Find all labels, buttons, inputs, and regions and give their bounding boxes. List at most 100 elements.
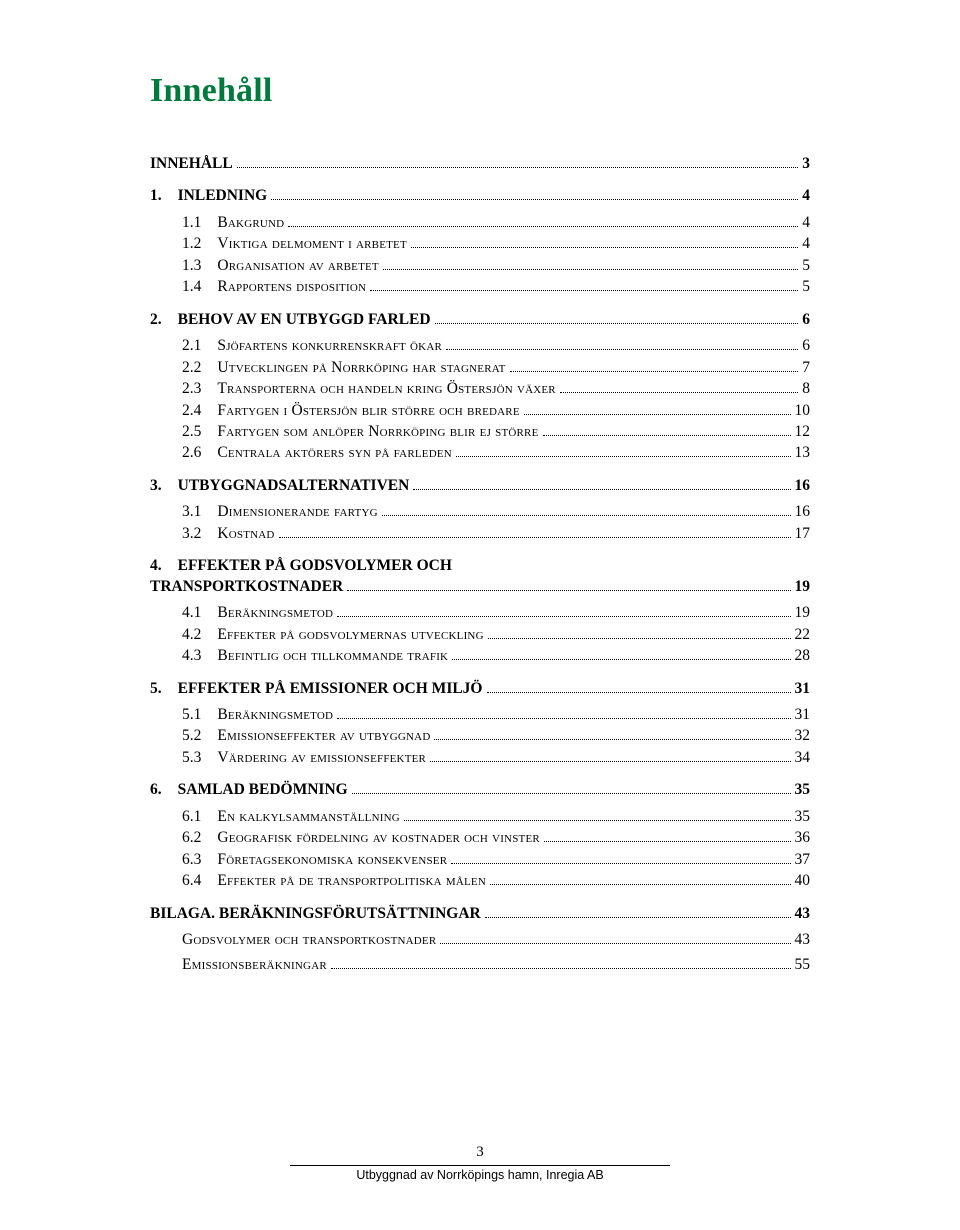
toc-leader	[446, 339, 798, 350]
toc-page: 5	[802, 256, 810, 276]
toc-entry-appendix: Emissionsberäkningar55	[150, 955, 810, 975]
toc-label: Beräkningsmetod	[217, 705, 333, 725]
toc-label: INNEHÅLL	[150, 154, 233, 174]
toc-entry-h2: 2.5Fartygen som anlöper Norrköping blir …	[150, 422, 810, 442]
toc-page: 4	[802, 234, 810, 254]
toc-entry-h2: 2.4 Fartygen i Östersjön blir större och …	[150, 401, 810, 421]
toc-number: 2.6	[182, 443, 201, 463]
toc-page: 36	[795, 828, 811, 848]
toc-entry-h2: 2.6 Centrala aktörers syn på farleden 13	[150, 443, 810, 463]
toc-entry-h1: BILAGA. BERÄKNINGSFÖRUTSÄTTNINGAR43	[150, 904, 810, 924]
toc-label: EFFEKTER PÅ GODSVOLYMER OCH	[178, 556, 452, 576]
table-of-contents: INNEHÅLL31.INLEDNING41.1Bakgrund41.2Vikt…	[150, 154, 810, 975]
toc-page: 16	[795, 502, 811, 522]
toc-entry-h2: 6.1En kalkylsammanställning35	[150, 807, 810, 827]
toc-leader	[337, 708, 790, 719]
toc-entry-h2: 6.2Geografisk fördelning av kostnader oc…	[150, 828, 810, 848]
toc-page: 35	[795, 780, 811, 800]
toc-label: Befintlig och tillkommande trafik	[217, 646, 448, 666]
toc-number: 6.4	[182, 871, 201, 891]
toc-label: Beräkningsmetod	[217, 603, 333, 623]
toc-label: Organisation av arbetet	[217, 256, 378, 276]
toc-entry-h2: 2.2 Utvecklingen på Norrköping har stagne…	[150, 358, 810, 378]
toc-label: Sjöfartens konkurrenskraft ökar	[217, 336, 442, 356]
toc-number: 1.3	[182, 256, 201, 276]
toc-label: Centrala aktörers syn på farleden	[217, 443, 452, 463]
toc-number: 2.2	[182, 358, 201, 378]
toc-number: 1.	[150, 186, 162, 206]
toc-page: 19	[795, 603, 811, 623]
toc-leader	[352, 783, 791, 794]
page-footer: 3 Utbyggnad av Norrköpings hamn, Inregia…	[0, 1144, 960, 1184]
toc-leader	[510, 360, 799, 371]
toc-leader	[490, 874, 791, 885]
toc-entry-h1: INNEHÅLL3	[150, 154, 810, 174]
toc-number: 6.3	[182, 850, 201, 870]
footer-text: Utbyggnad av Norrköpings hamn, Inregia A…	[290, 1165, 670, 1182]
footer-page-number: 3	[0, 1144, 960, 1161]
toc-page: 8	[802, 379, 810, 399]
toc-label: Kostnad	[217, 524, 274, 544]
toc-label: Godsvolymer och transportkostnader	[182, 930, 436, 950]
toc-leader	[288, 216, 798, 227]
toc-page: 5	[802, 277, 810, 297]
toc-label: Transporterna och handeln kring Östersjö…	[217, 379, 555, 399]
toc-entry-h1: 3.UTBYGGNADSALTERNATIVEN16	[150, 476, 810, 496]
toc-number: 5.3	[182, 748, 201, 768]
toc-page: 6	[802, 310, 810, 330]
toc-entry-h2: 5.2Emissionseffekter av utbyggnad32	[150, 726, 810, 746]
toc-leader	[331, 957, 791, 968]
toc-number: 5.1	[182, 705, 201, 725]
toc-page: 4	[802, 186, 810, 206]
toc-page: 43	[795, 904, 811, 924]
toc-page: 13	[795, 443, 811, 463]
toc-label: TRANSPORTKOSTNADER	[150, 577, 343, 597]
toc-entry-h2: 6.4Effekter på de transportpolitiska mål…	[150, 871, 810, 891]
toc-number: 4.	[150, 556, 162, 576]
toc-leader	[560, 382, 798, 393]
toc-entry-h1: 6.SAMLAD BEDÖMNING35	[150, 780, 810, 800]
toc-page: 7	[802, 358, 810, 378]
toc-leader	[337, 606, 790, 617]
toc-number: 2.3	[182, 379, 201, 399]
toc-label: UTBYGGNADSALTERNATIVEN	[178, 476, 410, 496]
toc-leader	[485, 906, 791, 917]
toc-label: INLEDNING	[178, 186, 268, 206]
toc-entry-h2: 2.3 Transporterna och handeln kring Öster…	[150, 379, 810, 399]
toc-leader	[370, 280, 798, 291]
toc-page: 12	[795, 422, 811, 442]
toc-label: Rapportens disposition	[217, 277, 366, 297]
toc-label: Emissionseffekter av utbyggnad	[217, 726, 430, 746]
toc-label: Värdering av emissionseffekter	[217, 748, 426, 768]
toc-entry-h2: 1.2Viktiga delmoment i arbetet4	[150, 234, 810, 254]
toc-leader	[451, 853, 790, 864]
toc-leader	[435, 313, 799, 324]
toc-page: 6	[802, 336, 810, 356]
toc-page: 4	[802, 213, 810, 233]
toc-entry-h1: 4. EFFEKTER PÅ GODSVOLYMER OCH	[150, 556, 810, 576]
toc-leader	[382, 505, 791, 516]
toc-leader	[237, 157, 799, 168]
toc-number: 6.	[150, 780, 162, 800]
toc-entry-h2: 4.1Beräkningsmetod19	[150, 603, 810, 623]
toc-label: Fartygen i Östersjön blir större och bre…	[217, 401, 519, 421]
toc-page: 43	[795, 930, 811, 950]
toc-entry-h2: 1.3 Organisation av arbetet 5	[150, 256, 810, 276]
toc-page: 40	[795, 871, 811, 891]
toc-label: Geografisk fördelning av kostnader och v…	[217, 828, 540, 848]
page-title: Innehåll	[150, 72, 810, 110]
toc-label: Effekter på godsvolymernas utveckling	[217, 625, 483, 645]
toc-number: 5.	[150, 679, 162, 699]
toc-number: 2.4	[182, 401, 201, 421]
toc-label: Utvecklingen på Norrköping har stagnerat	[217, 358, 505, 378]
toc-page: 34	[795, 748, 811, 768]
toc-number: 3.2	[182, 524, 201, 544]
toc-label: En kalkylsammanställning	[217, 807, 400, 827]
toc-number: 1.1	[182, 213, 201, 233]
toc-page: 37	[795, 850, 811, 870]
toc-number: 1.2	[182, 234, 201, 254]
toc-page: 16	[795, 476, 811, 496]
toc-entry-appendix: Godsvolymer och transportkostnader 43	[150, 930, 810, 950]
toc-entry-h2: 1.1Bakgrund4	[150, 213, 810, 233]
toc-entry-h2: 5.3 Värdering av emissionseffekter 34	[150, 748, 810, 768]
